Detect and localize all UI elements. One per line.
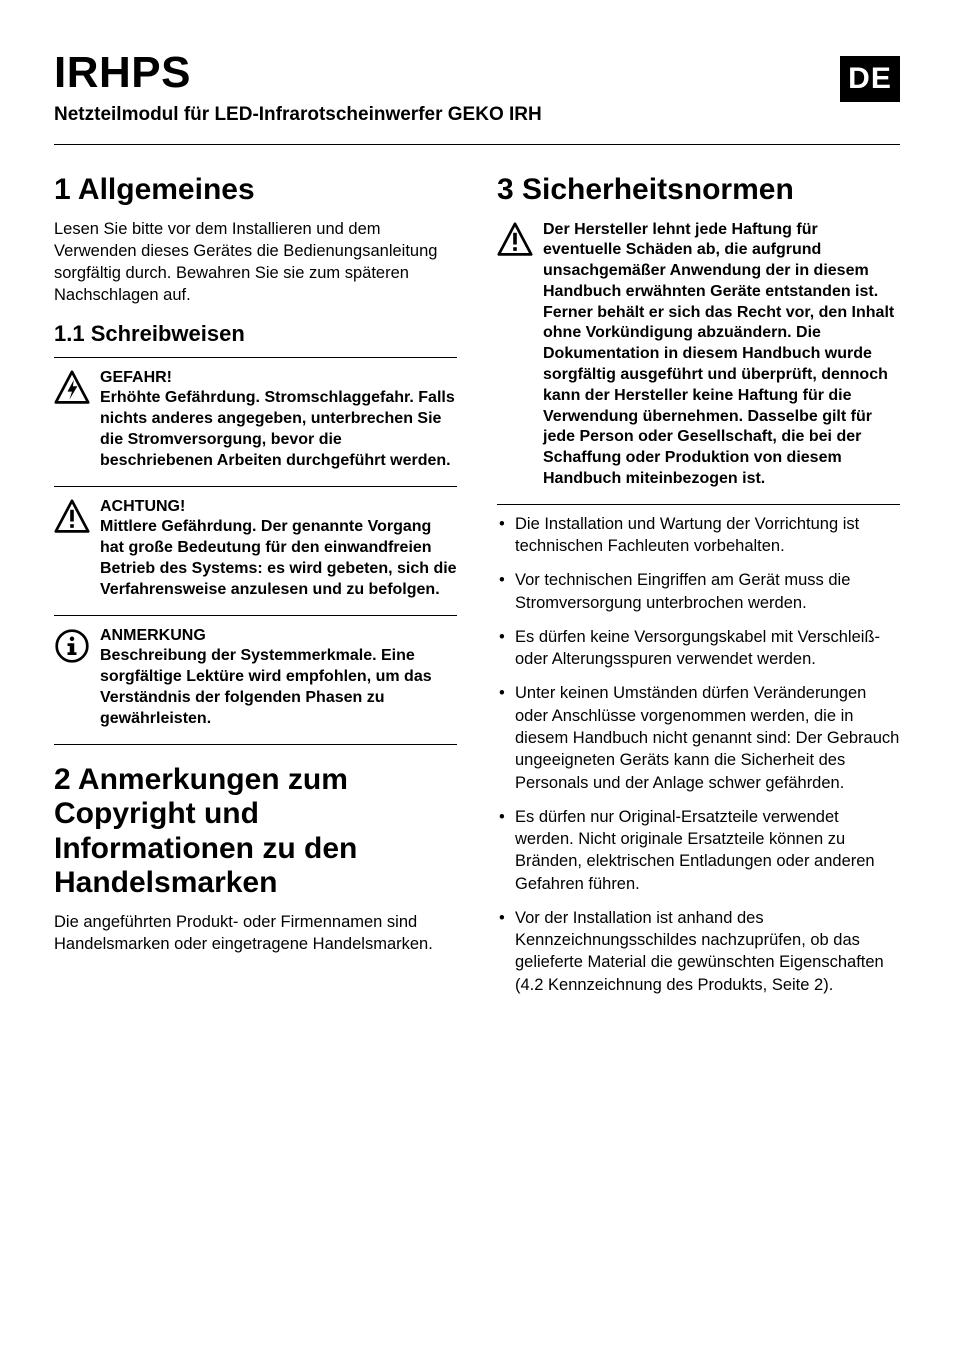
callout-danger: GEFAHR! Erhöhte Gefährdung. Stromschlagg… — [54, 366, 457, 478]
doc-title: IRHPS — [54, 48, 900, 98]
list-item: Es dürfen keine Versorgungskabel mit Ver… — [497, 626, 900, 671]
callout-info-text: Beschreibung der Systemmerkmale. Eine so… — [100, 647, 432, 726]
callout-divider — [54, 615, 457, 616]
callout-warning-body: ACHTUNG! Mittlere Gefährdung. Der genann… — [100, 497, 457, 601]
section-2-body: Die angeführten Produkt- oder Firmenname… — [54, 911, 457, 956]
section-1-intro: Lesen Sie bitte vor dem Installieren und… — [54, 218, 457, 307]
callout-manufacturer-text: Der Hersteller lehnt jede Haftung für ev… — [543, 221, 894, 488]
callout-manufacturer-warning: Der Hersteller lehnt jede Haftung für ev… — [497, 218, 900, 496]
callout-warning: ACHTUNG! Mittlere Gefährdung. Der genann… — [54, 495, 457, 607]
callout-divider — [54, 486, 457, 487]
callout-info: ANMERKUNG Beschreibung der Systemmerkmal… — [54, 624, 457, 736]
section-1-heading: 1 Allgemeines — [54, 173, 457, 208]
danger-bolt-icon — [54, 370, 90, 406]
callout-divider — [497, 504, 900, 505]
callout-warning-title: ACHTUNG! — [100, 497, 457, 518]
list-item: Vor der Installation ist anhand des Kenn… — [497, 907, 900, 996]
list-item: Die Installation und Wartung der Vorrich… — [497, 513, 900, 558]
safety-bullet-list: Die Installation und Wartung der Vorrich… — [497, 513, 900, 996]
callout-warning-text: Mittlere Gefährdung. Der genannte Vorgan… — [100, 518, 457, 597]
section-1-1-heading: 1.1 Schreibweisen — [54, 321, 457, 347]
right-column: 3 Sicherheitsnormen Der Hersteller lehnt… — [497, 173, 900, 1008]
list-item: Unter keinen Umständen dürfen Veränderun… — [497, 682, 900, 793]
warning-exclaim-icon — [497, 222, 533, 258]
content-columns: 1 Allgemeines Lesen Sie bitte vor dem In… — [54, 173, 900, 1008]
list-item: Vor technischen Eingriffen am Gerät muss… — [497, 569, 900, 614]
doc-subtitle: Netzteilmodul für LED-Infrarotscheinwerf… — [54, 104, 900, 126]
title-divider — [54, 144, 900, 145]
warning-exclaim-icon — [54, 499, 90, 535]
callout-danger-title: GEFAHR! — [100, 368, 457, 389]
callout-info-title: ANMERKUNG — [100, 626, 457, 647]
callout-divider — [54, 744, 457, 745]
left-column: 1 Allgemeines Lesen Sie bitte vor dem In… — [54, 173, 457, 1008]
language-badge: DE — [840, 56, 900, 102]
callout-danger-body: GEFAHR! Erhöhte Gefährdung. Stromschlagg… — [100, 368, 457, 472]
section-2-heading: 2 Anmerkungen zum Copyright und Informat… — [54, 763, 457, 901]
info-icon — [54, 628, 90, 664]
list-item: Es dürfen nur Original-Ersatzteile verwe… — [497, 806, 900, 895]
callout-manufacturer-body: Der Hersteller lehnt jede Haftung für ev… — [543, 220, 900, 490]
callout-danger-text: Erhöhte Gefährdung. Stromschlaggefahr. F… — [100, 389, 455, 468]
section-3-heading: 3 Sicherheitsnormen — [497, 173, 900, 208]
callout-info-body: ANMERKUNG Beschreibung der Systemmerkmal… — [100, 626, 457, 730]
callout-divider — [54, 357, 457, 358]
